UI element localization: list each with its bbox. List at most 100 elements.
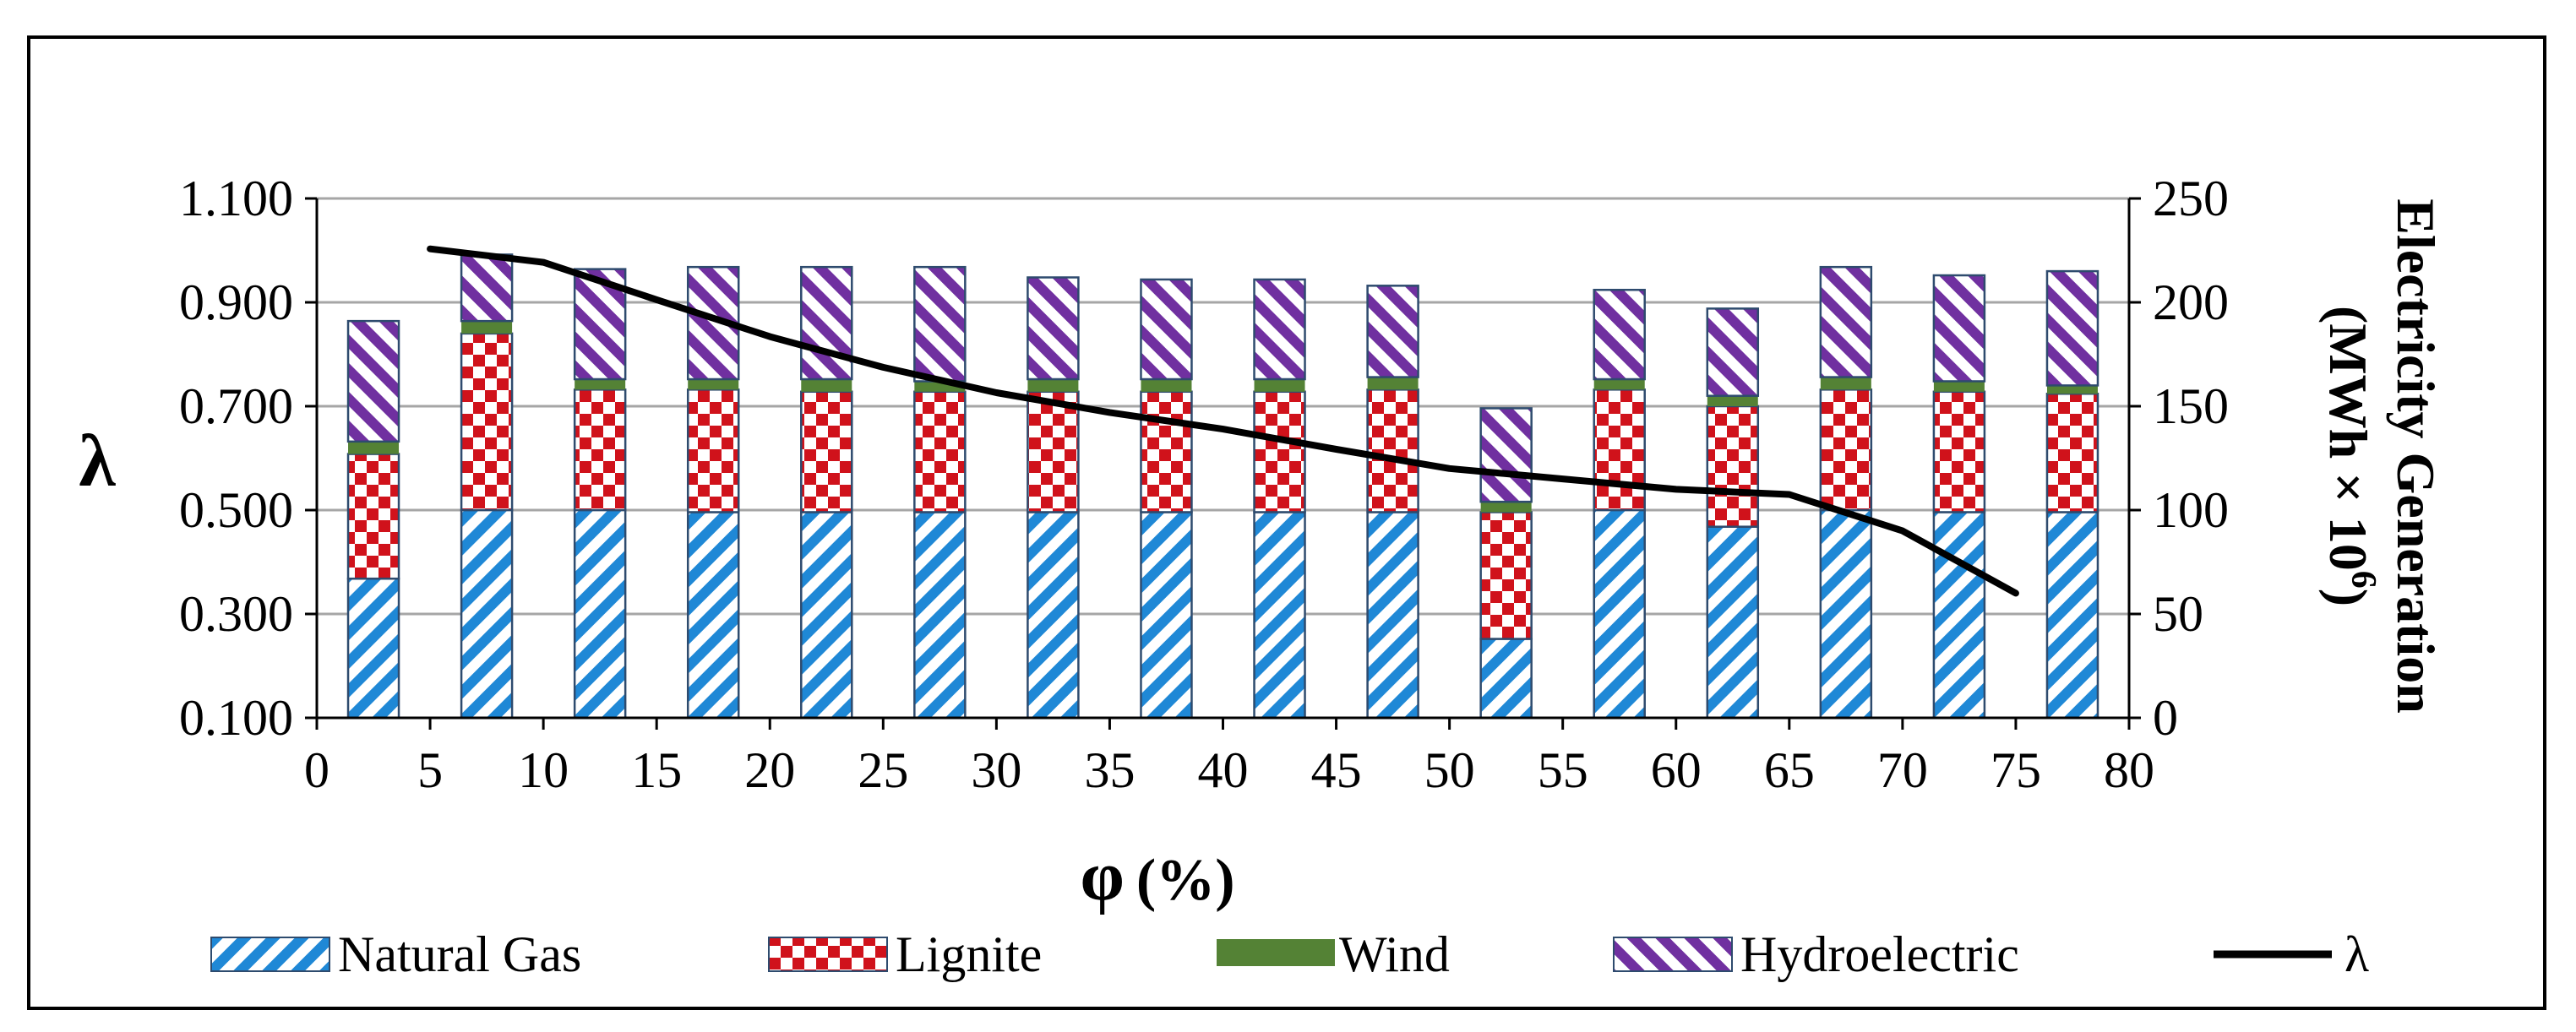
bar-hydroelectric-10	[1479, 407, 1533, 503]
bar-hydroelectric-5	[913, 265, 967, 383]
y-left-tick-label-3: 0.700	[179, 378, 293, 434]
y-right-tick-label-4: 200	[2153, 274, 2229, 330]
x-tick-label-10: 50	[1424, 742, 1475, 798]
tick-labels: 0.100 0.300 0.500 0.700 0.900 1.100 0 50 100 150 2…	[179, 171, 2229, 798]
y-right-axis-title-line1: Electricity Generation	[2386, 198, 2446, 714]
bar-lignite-2	[573, 388, 627, 512]
y-right-axis-title: Electricity Generation (MWh × 106)	[2318, 198, 2446, 714]
x-tick-label-12: 60	[1651, 742, 1702, 798]
legend-swatch-natural-gas	[210, 937, 330, 972]
bar-wind-1	[461, 321, 513, 334]
bar-natural-gas-10	[1479, 638, 1533, 720]
bar-hydroelectric-0	[346, 319, 400, 443]
bar-wind-11	[1593, 379, 1645, 390]
bar-natural-gas-13	[1819, 508, 1873, 720]
bar-lignite-10	[1479, 511, 1533, 640]
axes	[305, 197, 2141, 730]
y-left-tick-label-1: 0.300	[179, 586, 293, 642]
bar-lignite-6	[1027, 390, 1080, 513]
bar-wind-4	[801, 379, 852, 392]
x-tick-label-15: 75	[1991, 742, 2041, 798]
legend-label-natural-gas: Natural Gas	[338, 926, 581, 982]
bar-natural-gas-11	[1593, 508, 1646, 720]
bar-hydroelectric-12	[1706, 307, 1760, 397]
bar-hydroelectric-13	[1819, 265, 1873, 378]
bar-wind-8	[1254, 379, 1305, 392]
bar-lignite-5	[913, 390, 967, 513]
x-tick-label-3: 15	[631, 742, 682, 798]
y-right-tick-label-5: 250	[2153, 171, 2229, 226]
bar-natural-gas-12	[1706, 525, 1760, 720]
x-tick-label-1: 5	[417, 742, 443, 798]
bar-natural-gas-0	[346, 577, 400, 720]
x-tick-label-11: 55	[1538, 742, 1588, 798]
x-tick-label-14: 70	[1877, 742, 1928, 798]
bar-lignite-11	[1593, 388, 1646, 512]
bar-wind-7	[1141, 379, 1192, 392]
y-left-tick-label-2: 0.500	[179, 482, 293, 538]
legend-label-lignite: Lignite	[896, 926, 1042, 982]
bar-natural-gas-14	[1932, 511, 1986, 720]
bar-natural-gas-5	[913, 511, 967, 720]
bar-hydroelectric-8	[1253, 278, 1306, 381]
x-tick-label-4: 20	[744, 742, 795, 798]
bar-hydroelectric-15	[2045, 269, 2099, 387]
bar-lignite-3	[686, 388, 740, 513]
y-right-axis-title-line2: (MWh × 106)	[2318, 306, 2383, 606]
y-right-tick-label-0: 0	[2153, 690, 2178, 746]
x-tick-label-8: 40	[1198, 742, 1249, 798]
bar-hydroelectric-7	[1140, 278, 1193, 381]
x-axis-title-unit: (%)	[1136, 848, 1235, 913]
bar-hydroelectric-9	[1366, 285, 1419, 378]
x-tick-label-6: 30	[971, 742, 1021, 798]
bar-lignite-8	[1253, 390, 1306, 513]
stacked-bars	[346, 253, 2099, 720]
bar-wind-0	[348, 441, 400, 454]
legend: Natural Gas Lignite Wind Hydroelectric λ	[210, 926, 2369, 982]
bar-wind-3	[688, 379, 739, 390]
bar-lignite-1	[460, 332, 514, 512]
bar-wind-6	[1027, 379, 1079, 392]
bar-hydroelectric-4	[800, 265, 853, 381]
legend-swatch-lignite	[768, 937, 888, 972]
bar-lignite-7	[1140, 390, 1193, 513]
bar-natural-gas-1	[460, 508, 514, 720]
legend-swatch-wind	[1217, 939, 1335, 966]
y-right-title-suffix: )	[2318, 589, 2378, 606]
legend-label-lambda: λ	[2345, 926, 2369, 982]
y-left-tick-label-0: 0.100	[179, 690, 293, 746]
y-left-axis-title: λ	[79, 421, 116, 502]
lambda-line	[427, 245, 2019, 597]
x-tick-label-9: 45	[1311, 742, 1362, 798]
x-tick-label-2: 10	[518, 742, 569, 798]
legend-label-hydroelectric: Hydroelectric	[1740, 926, 2019, 982]
y-left-tick-label-4: 0.900	[179, 274, 293, 330]
bar-natural-gas-7	[1140, 511, 1193, 720]
x-tick-label-13: 65	[1764, 742, 1815, 798]
bar-wind-2	[575, 379, 626, 390]
bar-wind-14	[1933, 381, 1985, 392]
bar-wind-15	[2046, 385, 2098, 394]
bar-lignite-13	[1819, 388, 1873, 512]
x-tick-label-16: 80	[2104, 742, 2154, 798]
bar-hydroelectric-1	[460, 253, 514, 323]
y-right-tick-label-1: 50	[2153, 586, 2203, 642]
y-right-title-sup: 6	[2344, 571, 2383, 589]
bar-lignite-9	[1366, 388, 1419, 513]
bar-lignite-4	[800, 390, 853, 513]
bar-hydroelectric-14	[1932, 274, 1986, 383]
y-left-tick-label-5: 1.100	[179, 171, 293, 226]
bar-natural-gas-8	[1253, 511, 1306, 720]
bar-lignite-12	[1706, 405, 1760, 528]
bar-wind-9	[1367, 377, 1419, 390]
y-right-tick-label-2: 100	[2153, 482, 2229, 538]
bar-lignite-14	[1932, 390, 1986, 513]
bar-hydroelectric-11	[1593, 288, 1646, 381]
bar-wind-10	[1480, 502, 1532, 513]
y-right-tick-label-3: 150	[2153, 378, 2229, 434]
bar-lignite-0	[346, 453, 400, 580]
bar-natural-gas-15	[2045, 511, 2099, 720]
bar-lignite-15	[2045, 392, 2099, 513]
bar-natural-gas-4	[800, 511, 853, 720]
